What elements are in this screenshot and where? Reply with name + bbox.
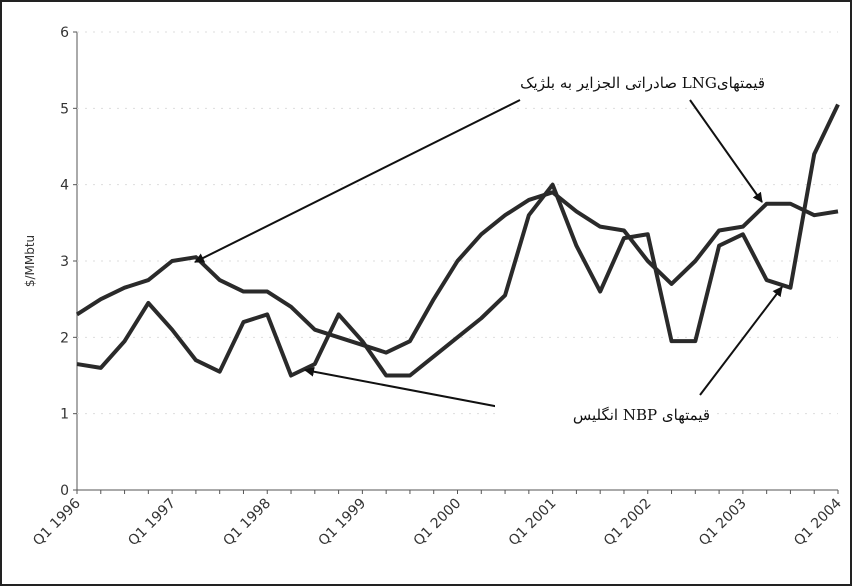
arrow	[689, 99, 763, 203]
arrow	[194, 99, 521, 263]
series-annotation: قیمتهایLNG صادراتی الجزایر به بلژیک	[520, 74, 765, 92]
y-tick-label: 2	[60, 330, 69, 346]
series-line	[75, 190, 839, 355]
arrow	[699, 286, 783, 396]
y-axis-label: $/MMbtu	[23, 235, 37, 287]
y-tick-label: 0	[60, 483, 69, 499]
y-tick-label: 5	[60, 101, 69, 117]
annotation-arrows	[194, 99, 783, 409]
x-tick-label: Q1 1998	[220, 496, 274, 550]
y-tick-label: 1	[60, 407, 69, 423]
x-tick-label: Q1 2003	[696, 496, 750, 550]
x-tick-label: Q1 2002	[601, 496, 655, 550]
y-tick-label: 4	[60, 178, 69, 194]
arrow	[304, 366, 506, 409]
x-tick-label: Q1 2001	[506, 496, 560, 550]
y-tick-label: 6	[60, 25, 69, 41]
x-tick-label: Q1 2000	[411, 496, 465, 550]
x-tick-label: Q1 2004	[791, 495, 845, 549]
x-tick-label: Q1 1996	[30, 495, 84, 549]
annotation-bg	[495, 402, 715, 428]
y-tick-label: 3	[60, 254, 69, 270]
annotation-bg	[440, 70, 770, 96]
series-line	[76, 103, 840, 378]
x-tick-label: Q1 1997	[125, 496, 179, 550]
x-tick-label: Q1 1999	[315, 496, 369, 550]
series-annotation: قیمتهای NBP انگلیس	[573, 406, 710, 424]
